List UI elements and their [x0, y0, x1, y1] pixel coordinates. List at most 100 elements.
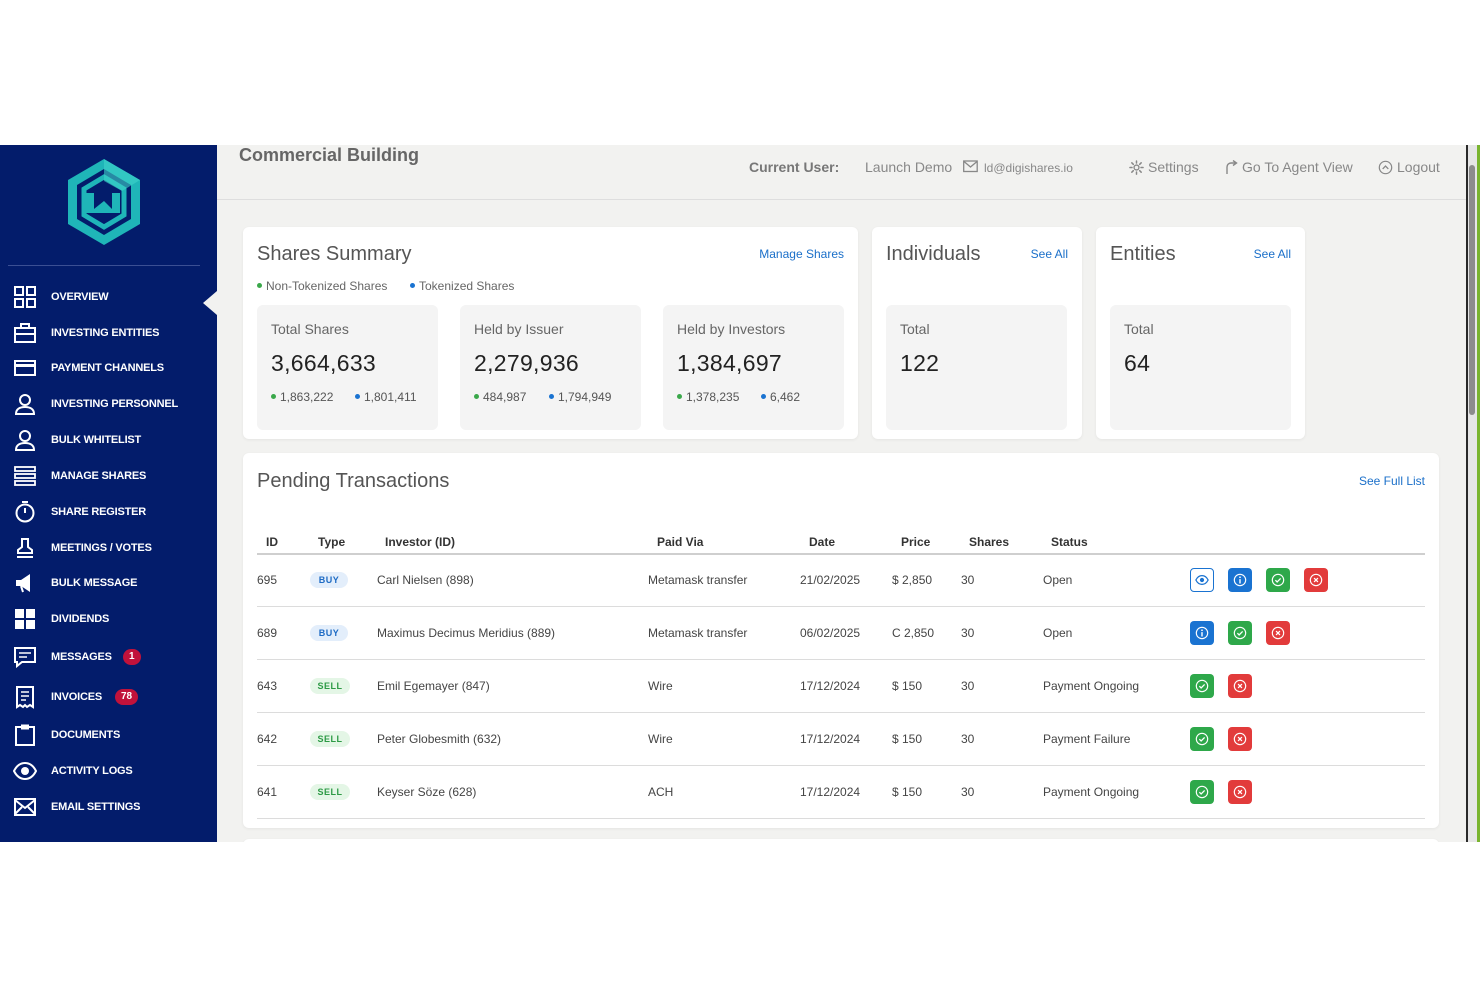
reject-button[interactable]	[1228, 674, 1252, 698]
sidebar-item-activity-logs[interactable]: ACTIVITY LOGS	[0, 754, 217, 788]
sidebar-item-label: DIVIDENDS	[51, 613, 110, 625]
pending-transactions-card: Pending Transactions See Full List ID Typ…	[243, 453, 1439, 828]
stat-non-tokenized: 1,863,222	[271, 390, 333, 404]
approve-button[interactable]	[1190, 674, 1214, 698]
legend-non-tokenized: Non-Tokenized Shares	[257, 279, 387, 293]
scrollbar-thumb[interactable]	[1469, 165, 1475, 415]
cell-paid: Metamask transfer	[648, 626, 748, 640]
check-icon	[1233, 626, 1247, 640]
cell-paid: ACH	[648, 785, 674, 799]
clipboard-icon	[12, 722, 38, 748]
check-icon	[1195, 732, 1209, 746]
entities-total-box: Total 64	[1110, 305, 1291, 430]
cell-paid: Wire	[648, 679, 673, 693]
sidebar-item-payment-channels[interactable]: PAYMENT CHANNELS	[0, 351, 217, 385]
logout-icon[interactable]	[1378, 160, 1393, 178]
sidebar-item-meetings-votes[interactable]: MEETINGS / VOTES	[0, 531, 217, 565]
approve-button[interactable]	[1228, 621, 1252, 645]
sidebar-item-messages[interactable]: MESSAGES 1	[0, 640, 217, 674]
stat-label: Total Shares	[271, 321, 349, 337]
entities-see-all-link[interactable]: See All	[1253, 247, 1291, 261]
type-badge: SELL	[310, 731, 350, 747]
row-divider	[257, 606, 1425, 607]
cell-date: 17/12/2024	[800, 679, 861, 693]
row-divider	[257, 818, 1425, 819]
check-icon	[1271, 573, 1285, 587]
sidebar-item-invoices[interactable]: INVOICES 78	[0, 680, 217, 714]
legend-tokenized: Tokenized Shares	[410, 279, 514, 293]
pending-transactions-title: Pending Transactions	[257, 470, 450, 492]
close-icon	[1233, 732, 1247, 746]
cell-shares: 30	[961, 626, 975, 640]
column-header-price[interactable]: Price	[901, 535, 931, 549]
row-divider	[257, 659, 1425, 660]
cell-investor: Carl Nielsen (898)	[377, 573, 474, 587]
individuals-title: Individuals	[886, 243, 981, 265]
cell-status: Payment Ongoing	[1043, 679, 1140, 693]
row-divider	[257, 712, 1425, 713]
type-badge: BUY	[310, 625, 348, 641]
sidebar-item-overview[interactable]: OVERVIEW	[0, 280, 217, 314]
stat-held-by-investors: Held by Investors 1,384,697 1,378,235 6,…	[663, 305, 844, 430]
agent-view-link[interactable]: Go To Agent View	[1242, 159, 1353, 175]
approve-button[interactable]	[1190, 727, 1214, 751]
info-button[interactable]	[1190, 621, 1214, 645]
see-full-list-link[interactable]: See Full List	[1358, 474, 1425, 488]
sidebar-item-email-settings[interactable]: EMAIL SETTINGS	[0, 790, 217, 824]
undo-icon[interactable]	[1224, 159, 1238, 178]
sidebar-item-manage-shares[interactable]: MANAGE SHARES	[0, 459, 217, 493]
column-header-investor[interactable]: Investor (ID)	[385, 535, 456, 549]
cell-status: Open	[1043, 573, 1073, 587]
stat-value: 1,384,697	[677, 350, 783, 376]
reject-button[interactable]	[1304, 568, 1328, 592]
stat-label: Held by Investors	[677, 321, 786, 337]
reject-button[interactable]	[1266, 621, 1290, 645]
user-icon	[12, 391, 38, 417]
reject-button[interactable]	[1228, 727, 1252, 751]
approve-button[interactable]	[1266, 568, 1290, 592]
column-header-date[interactable]: Date	[809, 535, 836, 549]
reject-button[interactable]	[1228, 780, 1252, 804]
individuals-card: Individuals See All Total 122	[872, 227, 1082, 439]
settings-link[interactable]: Settings	[1148, 159, 1199, 175]
cell-id: 689	[257, 626, 278, 640]
gear-icon[interactable]	[1129, 160, 1144, 178]
logout-link[interactable]: Logout	[1397, 159, 1440, 175]
header-divider	[217, 199, 1467, 200]
view-button[interactable]	[1190, 568, 1214, 592]
type-badge: BUY	[310, 572, 348, 588]
stat-non-tokenized: 484,987	[474, 390, 526, 404]
sidebar-item-investing-entities[interactable]: INVESTING ENTITIES	[0, 316, 217, 350]
cell-date: 06/02/2025	[800, 626, 861, 640]
stat-label: Total	[1124, 321, 1154, 337]
column-header-id[interactable]: ID	[266, 535, 278, 549]
cell-shares: 30	[961, 732, 975, 746]
column-header-shares[interactable]: Shares	[969, 535, 1010, 549]
sidebar-item-bulk-whitelist[interactable]: BULK WHITELIST	[0, 423, 217, 457]
cell-investor: Keyser Söze (628)	[377, 785, 477, 799]
cell-investor: Peter Globesmith (632)	[377, 732, 502, 746]
sidebar-item-bulk-message[interactable]: BULK MESSAGE	[0, 566, 217, 600]
sidebar-item-label: MESSAGES	[51, 651, 112, 663]
column-header-paid[interactable]: Paid Via	[657, 535, 704, 549]
sidebar: OVERVIEW INVESTING ENTITIES PAYMENT CHANNE…	[0, 145, 217, 842]
individuals-see-all-link[interactable]: See All	[1030, 247, 1068, 261]
info-button[interactable]	[1228, 568, 1252, 592]
type-badge: SELL	[310, 784, 350, 800]
column-header-type[interactable]: Type	[318, 535, 346, 549]
approve-button[interactable]	[1190, 780, 1214, 804]
manage-shares-link[interactable]: Manage Shares	[759, 247, 844, 261]
current-user-label: Current User:	[749, 159, 840, 175]
grid-icon	[12, 284, 38, 310]
brand-logo[interactable]	[64, 157, 144, 247]
sidebar-item-dividends[interactable]: DIVIDENDS	[0, 602, 217, 636]
sidebar-item-share-register[interactable]: SHARE REGISTER	[0, 495, 217, 529]
tiles-icon	[12, 606, 38, 632]
cell-shares: 30	[961, 785, 975, 799]
stat-non-tokenized: 1,378,235	[677, 390, 739, 404]
current-user-email: ld@digishares.io	[984, 161, 1073, 175]
sidebar-item-label: BULK MESSAGE	[51, 577, 138, 589]
sidebar-item-investing-personnel[interactable]: INVESTING PERSONNEL	[0, 387, 217, 421]
sidebar-item-documents[interactable]: DOCUMENTS	[0, 718, 217, 752]
column-header-status[interactable]: Status	[1051, 535, 1088, 549]
